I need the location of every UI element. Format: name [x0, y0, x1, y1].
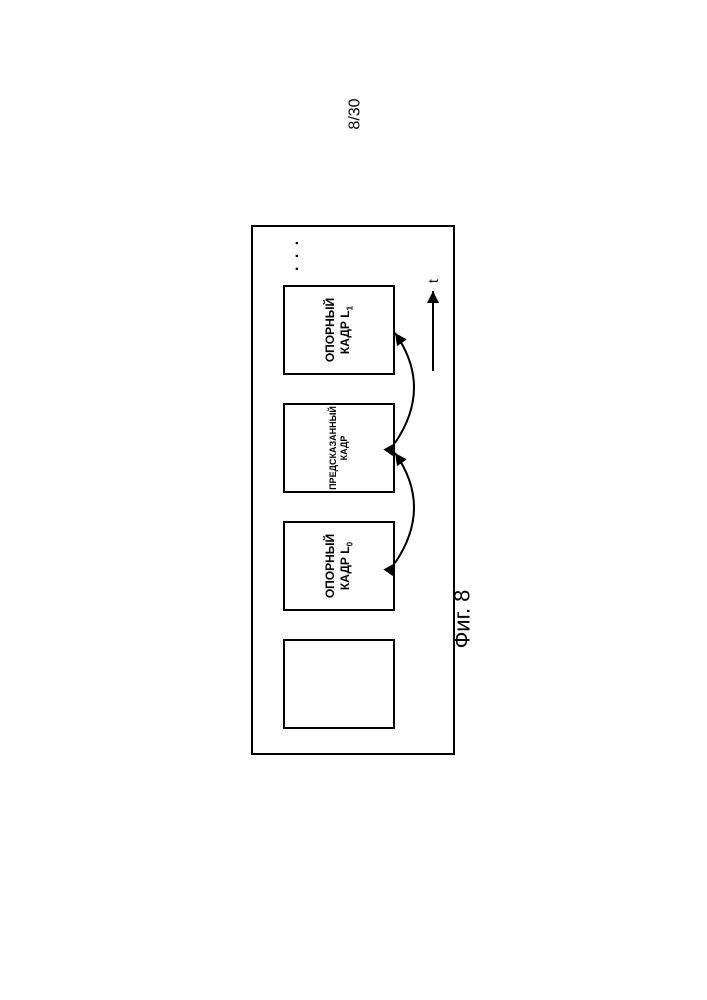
t-label: t [425, 279, 441, 283]
diagram: ОПОРНЫЙ КАДР L0 ПРЕДСКАЗАННЫЙ КАДР ОПОРН… [251, 225, 455, 755]
arc-pred-l1 [395, 333, 414, 443]
arrows-svg [253, 223, 457, 753]
page: 8/30 Фиг. 8 ОПОРНЫЙ КАДР L0 ПРЕДСКАЗАННЫ… [0, 0, 707, 1000]
arc-l0-pred [395, 453, 414, 563]
page-number: 8/30 [347, 98, 365, 129]
outer-panel: ОПОРНЫЙ КАДР L0 ПРЕДСКАЗАННЫЙ КАДР ОПОРН… [251, 225, 455, 755]
